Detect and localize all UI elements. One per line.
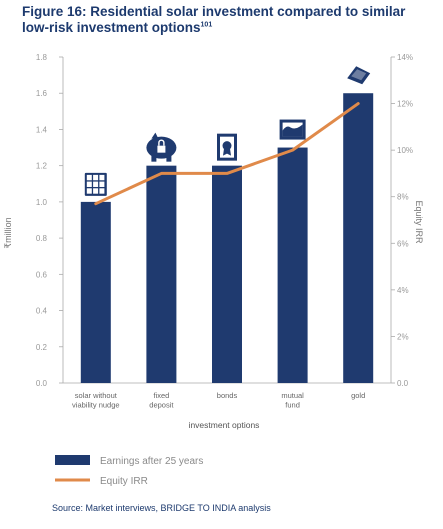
y-tick-label: 0.6 <box>36 270 48 279</box>
chart-title: Figure 16: Residential solar investment … <box>22 4 406 35</box>
y2-tick-label: 6% <box>397 239 409 248</box>
gold-bar-icon <box>347 66 371 85</box>
legend-swatch-bars <box>55 455 90 465</box>
x-tick-label: solar without viability nudge <box>72 391 120 410</box>
y-tick-label: 1.8 <box>36 53 48 62</box>
y-tick-label: 0.8 <box>36 234 48 243</box>
y-tick-label: 1.6 <box>36 89 48 98</box>
y2-tick-label: 14% <box>397 53 413 62</box>
y-tick-label: 1.0 <box>36 198 48 207</box>
x-axis-title: investment options <box>189 420 260 430</box>
legend: Earnings after 25 years Equity IRR <box>55 455 203 487</box>
y-tick-label: 0.2 <box>36 343 48 352</box>
y2-tick-label: 4% <box>397 286 409 295</box>
bar <box>277 147 308 383</box>
bars <box>80 93 374 383</box>
x-axis-labels: solar without viability nudge fixed deposit… <box>72 391 365 410</box>
y-axis-right: 0.0 2% 4% 6% 8% 10% 12% 14% <box>390 53 413 388</box>
y2-tick-label: 10% <box>397 146 413 155</box>
bar <box>212 165 242 383</box>
piggy-bank-lock-icon <box>146 132 177 162</box>
bar <box>80 201 111 383</box>
y-axis-title: ₹million <box>3 217 13 248</box>
x-tick-label: fixed deposit <box>149 391 174 410</box>
legend-label-line: Equity IRR <box>100 476 148 487</box>
x-tick-label: bonds <box>217 391 238 400</box>
bar <box>343 93 374 383</box>
y-axis-left: 0.0 0.2 0.4 0.6 0.8 1.0 1.2 1.4 1.6 1.8 <box>36 53 391 388</box>
bar <box>146 165 177 383</box>
x-tick-label: mutual fund <box>281 391 304 410</box>
y-tick-label: 0.4 <box>36 307 48 316</box>
source-note: Source: Market interviews, BRIDGE TO IND… <box>52 503 271 513</box>
y-tick-label: 1.4 <box>36 125 48 134</box>
title-footnote: 101 <box>200 21 213 29</box>
solar-panel-icon <box>84 172 107 196</box>
y-tick-label: 0.0 <box>36 379 48 388</box>
y2-tick-label: 8% <box>397 193 409 202</box>
y2-tick-label: 0.0 <box>397 379 409 388</box>
y2-tick-label: 12% <box>397 100 413 109</box>
framed-chart-icon <box>279 119 306 140</box>
y2-axis-title: Equity IRR <box>414 200 424 244</box>
y2-tick-label: 2% <box>397 332 409 341</box>
irr-line-layer <box>94 102 360 206</box>
category-icons <box>84 66 371 196</box>
y-tick-label: 1.2 <box>36 162 48 171</box>
legend-label-bars: Earnings after 25 years <box>100 456 203 467</box>
certificate-icon <box>217 133 237 161</box>
x-tick-label: gold <box>351 391 365 400</box>
